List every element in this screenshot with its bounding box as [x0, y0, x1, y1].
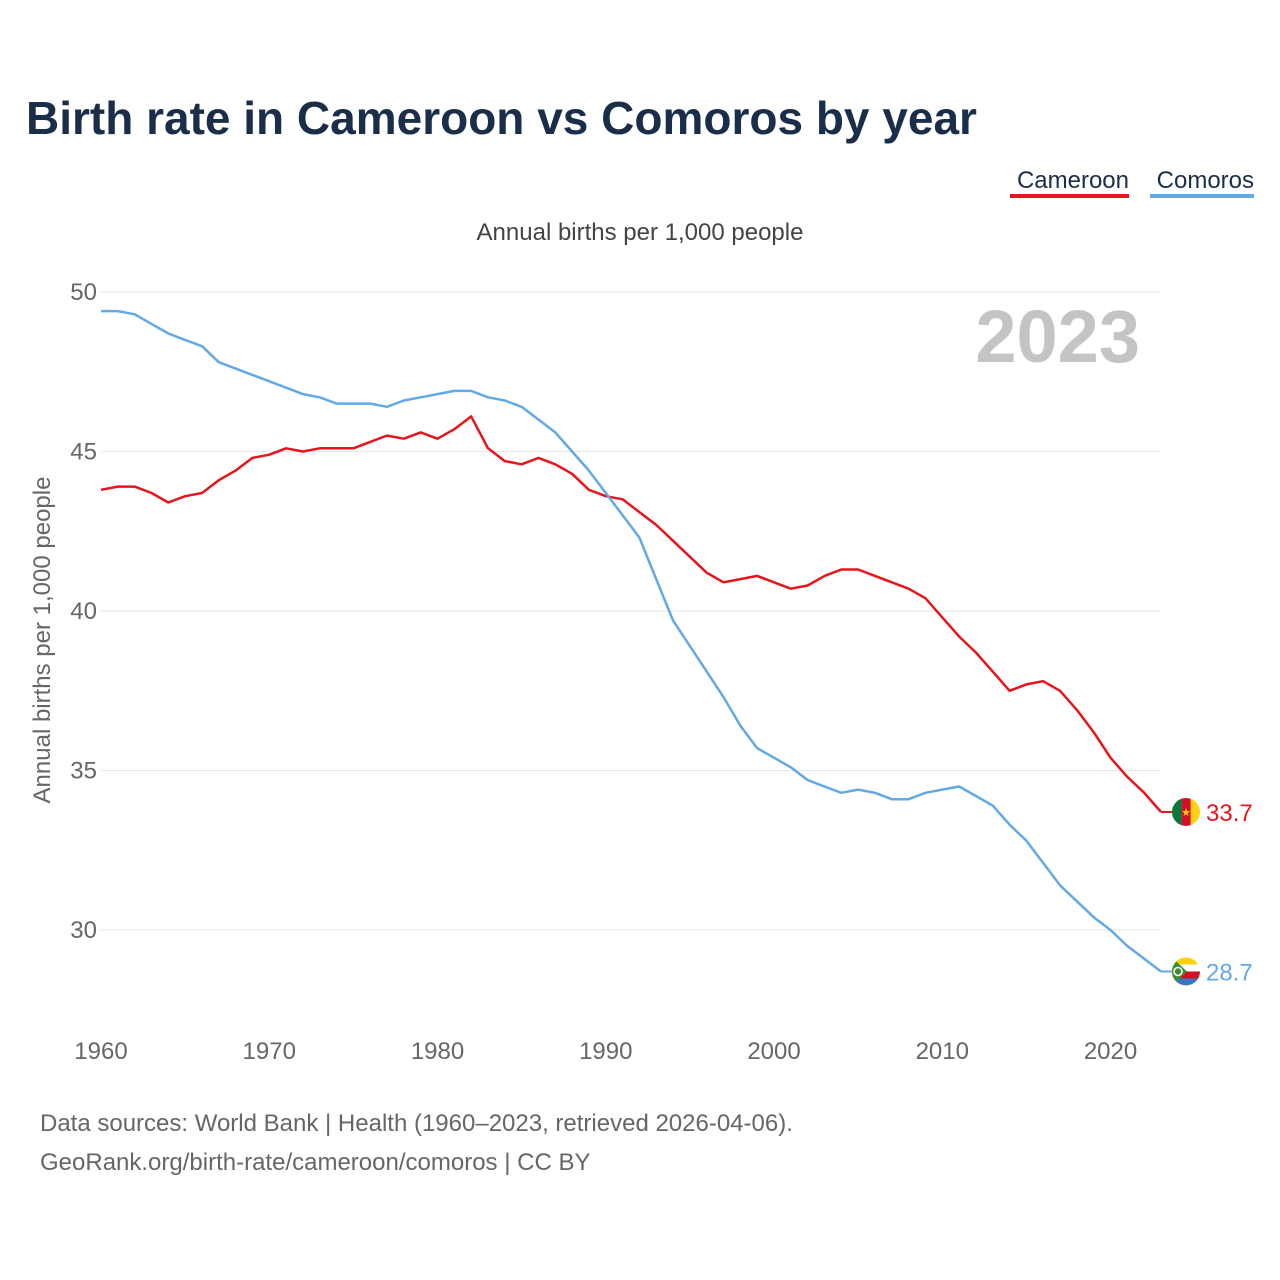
comoros-flag-icon [1172, 957, 1200, 986]
series-line-cameroon [100, 415, 1162, 813]
legend-label-cameroon: Cameroon [1017, 167, 1129, 194]
x-tick-label-1960: 1960 [74, 1038, 127, 1065]
cameroon-flag-star: ★ [1181, 807, 1191, 819]
legend-label-comoros: Comoros [1157, 167, 1254, 194]
x-axis-ticks: 1960 1970 1980 1990 2000 2010 2020 [74, 1038, 1137, 1065]
x-tick-label-1980: 1980 [411, 1038, 464, 1065]
y-axis-ticks: 30 35 40 45 50 [70, 279, 97, 944]
x-tick-label-2010: 2010 [916, 1038, 969, 1065]
source-text: Data sources: World Bank | Health (1960–… [40, 1110, 793, 1137]
cameroon-end-value: 33.7 [1206, 800, 1253, 827]
year-watermark: 2023 [975, 295, 1140, 378]
comoros-flag-crescent [1173, 966, 1183, 977]
comoros-flag-yellow [1172, 957, 1200, 965]
chart-subtitle: Annual births per 1,000 people [477, 219, 804, 246]
end-markers: ★ 33.7 28.7 [1161, 797, 1253, 986]
y-tick-label-35: 35 [70, 758, 97, 785]
grid-lines [101, 291, 1161, 931]
comoros-flag-blue [1172, 978, 1200, 986]
cameroon-flag-green [1172, 797, 1182, 826]
attribution-text: GeoRank.org/birth-rate/cameroon/comoros … [40, 1149, 590, 1176]
chart-title: Birth rate in Cameroon vs Comoros by yea… [26, 92, 977, 144]
y-axis-label: Annual births per 1,000 people [29, 477, 56, 804]
y-tick-label-30: 30 [70, 917, 97, 944]
cameroon-flag-red [1181, 797, 1191, 826]
cameroon-flag-icon: ★ [1172, 797, 1200, 826]
x-tick-label-2000: 2000 [747, 1038, 800, 1065]
x-tick-label-1970: 1970 [243, 1038, 296, 1065]
legend: Cameroon Comoros [1010, 167, 1254, 198]
comoros-flag-white [1172, 964, 1200, 972]
series-line-comoros [101, 309, 1162, 973]
x-tick-label-2020: 2020 [1084, 1038, 1137, 1065]
comoros-end-value: 28.7 [1206, 959, 1253, 986]
comoros-flag-red [1172, 971, 1200, 979]
x-tick-label-1990: 1990 [579, 1038, 632, 1065]
comoros-flag-triangle [1172, 957, 1187, 986]
cameroon-flag-yellow [1190, 797, 1200, 826]
y-tick-label-45: 45 [70, 439, 97, 466]
y-tick-label-50: 50 [70, 279, 97, 306]
y-tick-label-40: 40 [70, 598, 97, 625]
series-lines [100, 309, 1162, 973]
